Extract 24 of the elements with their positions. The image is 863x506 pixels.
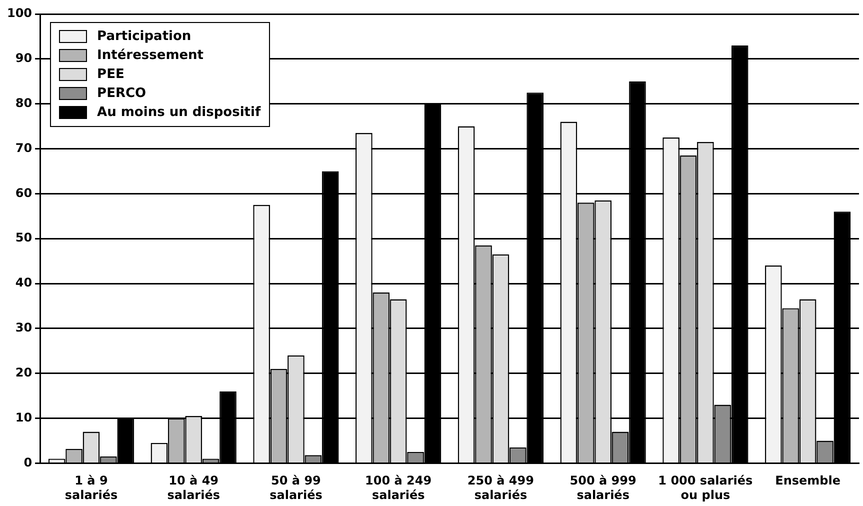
x-tick-label: 1 000 salariés ou plus	[658, 474, 753, 502]
legend-label: PERCO	[97, 86, 146, 101]
x-tick-label: 100 à 249 salariés	[365, 474, 432, 502]
y-tick-label: 30	[15, 320, 32, 335]
y-tick-label: 10	[15, 410, 32, 424]
x-tick-label: 50 à 99 salariés	[270, 474, 322, 502]
x-tick-label: 1 à 9 salariés	[64, 474, 118, 502]
legend-label: PEE	[97, 67, 124, 82]
y-tick-label: 80	[15, 96, 32, 110]
y-tick-label: 50	[15, 230, 32, 245]
x-tick-label: Ensemble	[775, 474, 841, 488]
y-tick-label: 20	[15, 365, 32, 380]
legend-label: Au moins un dispositif	[97, 105, 261, 120]
x-tick-label: 10 à 49 salariés	[167, 474, 220, 502]
y-tick-label: 40	[15, 276, 32, 290]
x-tick-label: 500 à 999 salariés	[570, 474, 636, 502]
legend-label: Intéressement	[97, 48, 204, 63]
x-tick-label: 250 à 499 salariés	[467, 474, 534, 502]
y-tick-label: 100	[6, 6, 32, 20]
y-tick-label: 70	[15, 140, 32, 155]
y-tick-label: 90	[15, 51, 32, 66]
y-tick-label: 60	[15, 186, 32, 200]
y-tick-label: 0	[24, 455, 32, 470]
legend-label: Participation	[97, 29, 192, 44]
